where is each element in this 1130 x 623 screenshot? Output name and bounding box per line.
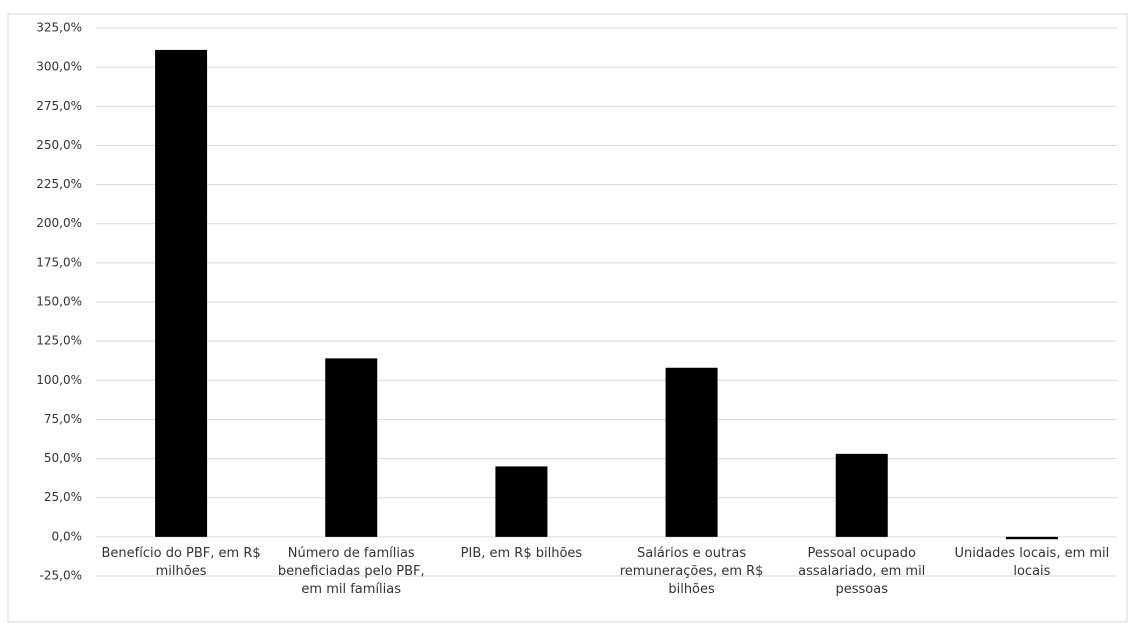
bar xyxy=(835,453,888,537)
x-tick-label: Unidades locais, em mil locais xyxy=(954,545,1110,579)
x-tick-label: PIB, em R$ bilhões xyxy=(460,545,583,561)
bar xyxy=(665,367,718,537)
y-tick-label: 200,0% xyxy=(36,216,82,230)
x-tick-label-box: Unidades locais, em mil locais xyxy=(954,545,1110,579)
y-tick-label: 0,0% xyxy=(52,529,83,543)
y-tick-label: 25,0% xyxy=(44,490,82,504)
y-tick-label: 75,0% xyxy=(44,412,82,426)
y-tick-label: 275,0% xyxy=(36,99,82,113)
y-tick-label: 175,0% xyxy=(36,255,82,269)
x-tick-label: Salários e outras remunerações, em R$ bi… xyxy=(619,545,764,597)
y-tick-label: 50,0% xyxy=(44,451,82,465)
x-tick-label-box: Benefício do PBF, em R$ milhões xyxy=(101,545,261,579)
y-tick-label: 150,0% xyxy=(36,295,82,309)
x-tick-label: Número de famílias beneficiadas pelo PBF… xyxy=(277,545,425,597)
y-tick-label: 225,0% xyxy=(36,177,82,191)
x-tick-label-box: PIB, em R$ bilhões xyxy=(460,545,583,561)
y-tick-label: 250,0% xyxy=(36,138,82,152)
x-tick-label: Benefício do PBF, em R$ milhões xyxy=(101,545,261,579)
bar xyxy=(155,49,208,537)
x-tick-label-box: Número de famílias beneficiadas pelo PBF… xyxy=(277,545,425,597)
y-tick-label: 325,0% xyxy=(36,21,82,35)
bar xyxy=(325,358,378,537)
bar xyxy=(1005,536,1058,540)
x-tick-label: Pessoal ocupado assalariado, em mil pess… xyxy=(798,545,926,597)
y-tick-label: 100,0% xyxy=(36,373,82,387)
y-tick-label: -25,0% xyxy=(40,569,82,583)
y-tick-label: 300,0% xyxy=(36,60,82,74)
x-tick-label-box: Pessoal ocupado assalariado, em mil pess… xyxy=(798,545,926,597)
y-tick-label: 125,0% xyxy=(36,334,82,348)
x-tick-label-box: Salários e outras remunerações, em R$ bi… xyxy=(619,545,764,597)
bar xyxy=(495,466,548,537)
